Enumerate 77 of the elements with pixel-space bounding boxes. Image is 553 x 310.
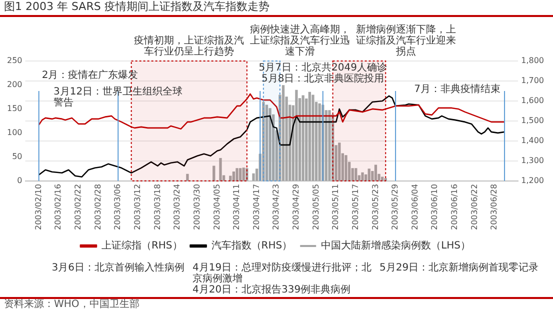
y-tick-label: 50 <box>12 152 22 161</box>
band-label: 疫情初期，上证综指及汽车行业仍呈上行趋势 <box>134 34 244 58</box>
y2-tick-label: 1,600 <box>521 96 544 106</box>
annotation: 3月12日：世界卫生组织全球警告 <box>54 86 183 109</box>
bar <box>308 92 311 181</box>
band-label: 新增病例逐渐下降，上证综指及汽车行业迎来拐点 <box>356 24 456 58</box>
bar <box>186 174 189 181</box>
bar <box>219 158 222 181</box>
bar <box>232 171 236 181</box>
x-tick-label: 2003/06/28 <box>490 184 499 230</box>
bar <box>361 172 364 181</box>
x-tick-label: 2003/03/24 <box>172 184 182 230</box>
y-tick-label: 150 <box>6 104 22 114</box>
annotation: 2月：疫情在广东爆发 <box>42 68 138 81</box>
y-tick-label: 200 <box>6 80 22 90</box>
bar <box>344 155 348 181</box>
y2-tick-label: 1,300 <box>521 156 544 165</box>
x-tick-label: 2003/06/22 <box>470 184 479 230</box>
legend-label: 汽车指数（RHS） <box>211 240 292 252</box>
x-tick-label: 2003/06/10 <box>430 184 440 230</box>
text: 4月20日：北京报告339例非典病例 <box>192 284 351 296</box>
bar <box>328 110 331 181</box>
y2-tick-label: 1,400 <box>521 136 544 146</box>
text: 4月19日：总理对防疫缓慢进行批评；北京病例激增 <box>192 262 372 285</box>
bar <box>265 104 268 181</box>
x-tick-label: 2003/05/29 <box>390 184 400 230</box>
bar <box>380 176 384 181</box>
x-tick-label: 2003/04/23 <box>272 184 281 230</box>
x-tick-label: 2003/05/11 <box>331 184 340 230</box>
annotation: 7月：非典疫情结束 <box>414 83 501 96</box>
legend-label: 中国大陆新增感染病例数（LHS） <box>321 240 471 252</box>
x-tick-label: 2003/06/04 <box>410 184 420 230</box>
y2-tick-label: 1,500 <box>521 116 544 126</box>
bar <box>212 166 216 181</box>
x-tick-label: 2003/05/23 <box>370 184 380 230</box>
bar <box>302 95 304 181</box>
y2-tick-label: 1,800 <box>521 56 544 66</box>
x-tick-label: 2003/03/30 <box>192 184 202 230</box>
x-tick-label: 2003/05/17 <box>350 184 360 230</box>
text: 5月29日：北京新增病例首现零记录 <box>380 262 539 274</box>
text: 资料来源：WHO，中国卫生部 <box>0 297 553 310</box>
y-tick-label: 0 <box>17 176 22 185</box>
bar <box>368 168 370 181</box>
y-tick-label: 250 <box>6 56 22 66</box>
y-tick-label: 100 <box>6 128 22 138</box>
x-tick-label: 2003/02/16 <box>54 184 63 230</box>
bar <box>295 90 298 181</box>
x-tick-label: 2003/04/05 <box>212 184 222 230</box>
annotation: 5月7日：北京共2049人确诊 <box>258 62 387 74</box>
bar <box>236 168 238 181</box>
x-tick-label: 2003/04/11 <box>232 184 242 230</box>
bar <box>354 168 358 181</box>
x-tick-label: 2003/06/16 <box>450 184 460 230</box>
bar <box>282 85 285 181</box>
y2-tick-label: 1,700 <box>521 76 544 86</box>
x-tick-label: 2003/03/12 <box>133 184 142 230</box>
x-tick-label: 2003/04/29 <box>292 184 301 230</box>
y2-tick-label: 1,200 <box>521 176 544 185</box>
bar <box>268 108 272 181</box>
x-tick-label: 2003/02/28 <box>93 184 102 230</box>
bar <box>238 168 242 181</box>
bar <box>318 103 321 181</box>
legend-label: 上证综指（RHS） <box>101 240 182 252</box>
x-tick-label: 2003/04/17 <box>252 184 261 230</box>
bar <box>374 164 378 181</box>
bar <box>338 142 341 181</box>
band-label: 病例快速进入高峰期，上证综指及汽车行业迅速下滑 <box>250 24 350 58</box>
annotation: 5月8日：北京非典医院投用 <box>262 72 384 84</box>
text: 3月6日：北京首例输入性病例 <box>52 262 184 274</box>
x-tick-label: 2003/05/05 <box>311 184 320 230</box>
x-tick-label: 2003/03/18 <box>152 184 162 230</box>
x-tick-label: 2003/03/06 <box>113 184 122 230</box>
chart-title: 图1 2003 年 SARS 疫情期间上证指数及汽车指数走势 <box>0 0 553 17</box>
bar <box>312 94 314 181</box>
x-tick-label: 2003/02/10 <box>34 184 43 230</box>
x-tick-label: 2003/02/22 <box>74 184 83 230</box>
bar <box>242 168 245 181</box>
